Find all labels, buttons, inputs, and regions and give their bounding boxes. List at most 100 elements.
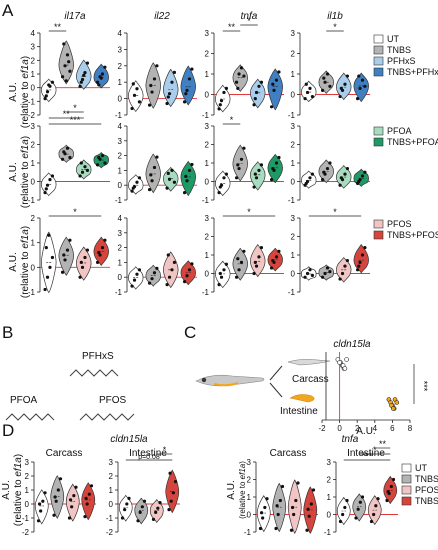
data-point: [265, 497, 269, 501]
violin-ut: [256, 495, 271, 533]
legend-a1-swatch: [373, 67, 384, 77]
y-tick-label: 3: [291, 29, 296, 38]
data-point: [103, 65, 107, 69]
violin-tnbs: [352, 493, 367, 522]
data-point: [275, 504, 279, 508]
data-point-intestine: [390, 406, 396, 411]
data-point: [242, 146, 246, 150]
data-point: [155, 155, 159, 159]
violin-ut: [118, 494, 133, 522]
violin-tnbs: [58, 40, 74, 85]
data-point: [52, 513, 56, 517]
significance-label: **: [54, 22, 62, 32]
gene-title: il22: [154, 11, 170, 22]
y-tick-label: 0: [31, 263, 36, 272]
data-point: [339, 86, 343, 90]
y-tick-label: 2: [327, 476, 332, 485]
data-point: [137, 100, 142, 104]
data-point: [100, 154, 105, 158]
data-point: [170, 168, 174, 172]
violin-tnbs: [145, 264, 161, 287]
x-tick-label: 8: [408, 424, 413, 433]
data-point: [152, 77, 157, 81]
data-point: [120, 516, 125, 520]
data-point: [43, 191, 47, 195]
significance-label: *: [247, 16, 251, 26]
y-tick-label: 2: [25, 472, 30, 481]
data-point: [234, 176, 239, 180]
data-point: [354, 516, 358, 520]
violin-tnbs: [232, 247, 248, 281]
x-tick-label: 4: [373, 424, 378, 433]
y-tick-label: 3: [327, 458, 332, 467]
data-point: [372, 512, 376, 517]
y-tick-label: 0: [205, 178, 210, 187]
data-point: [74, 485, 78, 489]
data-point: [261, 516, 265, 520]
y-tick-label: 1: [118, 166, 123, 175]
legend-d-swatch: [401, 496, 412, 506]
violin-chart-il22-PFOA: -1 0 1 2 3 4: [115, 122, 197, 205]
y-tick-label: 1: [247, 493, 252, 502]
data-point: [296, 481, 300, 485]
arrow-down: [269, 382, 283, 398]
data-point: [253, 260, 257, 264]
data-point: [78, 174, 82, 178]
data-point: [305, 90, 310, 95]
y-tick-label: 1: [109, 486, 114, 495]
data-point: [219, 275, 224, 279]
data-point: [222, 268, 226, 272]
pfoa-name: PFOA: [10, 395, 38, 406]
data-point: [165, 283, 169, 287]
y-tick-label: 1: [291, 70, 296, 79]
ylabel-d-right-line2: (relative to ef1a): [238, 461, 247, 519]
data-point: [85, 502, 89, 506]
data-point: [257, 255, 261, 259]
data-point: [172, 180, 177, 184]
significance-label: *: [163, 445, 167, 455]
ylabel-row3: A.U. (relative to ef1a): [8, 226, 31, 298]
data-point: [65, 146, 70, 150]
data-point: [185, 274, 189, 278]
y-tick-label: -1: [106, 514, 114, 523]
data-point: [67, 60, 71, 64]
legends: UTTNBSPFHxSTNBS+PFHxSPFOATNBS+PFOAPFOSTN…: [373, 34, 438, 506]
data-point: [135, 180, 139, 184]
violin-pfos: [76, 246, 92, 281]
y-tick-label: 2: [109, 472, 114, 481]
y-tick-label: -2: [106, 528, 114, 537]
y-tick-label: 0: [291, 178, 296, 187]
data-point: [305, 271, 310, 276]
data-point: [236, 257, 240, 261]
y-tick-label: 3: [118, 137, 123, 146]
legend-d-swatch: [401, 474, 412, 484]
data-point: [182, 100, 187, 104]
data-point: [97, 155, 101, 160]
data-point: [271, 258, 275, 263]
violin-tnbs-plus-pfos: [93, 236, 109, 266]
data-point: [217, 107, 221, 111]
data-point: [234, 275, 239, 279]
y-tick-label: 2: [247, 476, 252, 485]
panel-c: cldn15la Carcass Intestine -2 0 2 4 6 8 *** A.…: [195, 339, 429, 437]
data-point: [322, 170, 326, 174]
y-tick-label: 0: [118, 273, 123, 282]
data-point: [65, 53, 70, 57]
violin-tnbs: [58, 236, 74, 276]
data-point: [63, 64, 67, 68]
violin-tnbs: [145, 62, 161, 109]
data-point: [187, 77, 192, 81]
panel-c-gene: cldn15la: [333, 339, 371, 350]
ylabel-d-right: A.U. (relative to ef1a): [226, 461, 247, 519]
data-point: [320, 88, 325, 92]
data-point: [50, 255, 55, 260]
y-tick-label: 1: [31, 70, 36, 79]
violin-tnbs-plus-pfos: [353, 244, 369, 274]
data-point: [130, 284, 134, 288]
data-point: [338, 519, 343, 524]
data-point: [168, 471, 172, 475]
data-point: [340, 271, 345, 276]
data-point: [369, 519, 374, 524]
data-point: [360, 253, 365, 257]
data-point: [271, 166, 275, 171]
